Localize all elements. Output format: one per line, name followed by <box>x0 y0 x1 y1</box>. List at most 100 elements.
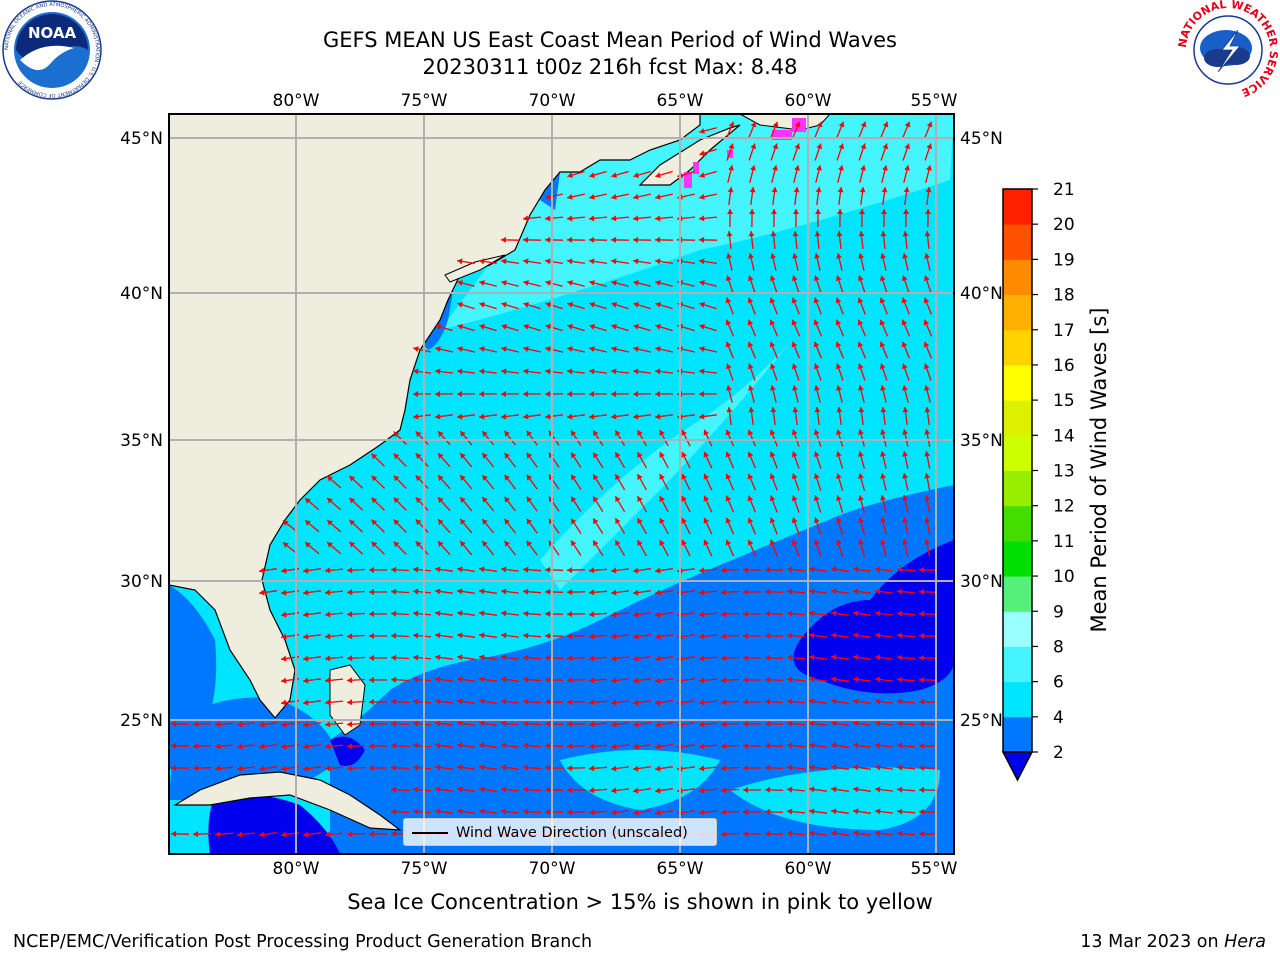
wave-direction-arrow <box>809 676 827 683</box>
lon-label: 70°W <box>529 859 576 879</box>
wave-direction-arrow <box>503 496 517 512</box>
wave-direction-arrow <box>681 473 691 491</box>
wave-direction-arrow <box>771 208 777 228</box>
wave-direction-arrow <box>501 808 519 815</box>
wave-direction-arrow <box>655 589 673 596</box>
wave-direction-arrow <box>792 407 799 425</box>
colorbar-segment <box>1003 470 1032 507</box>
wave-direction-arrow <box>879 363 888 381</box>
wave-direction-arrow <box>633 611 651 618</box>
wave-direction-arrow <box>214 831 234 838</box>
wave-direction-arrow <box>435 413 453 420</box>
colorbar-tick-label: 12 <box>1053 497 1075 517</box>
wave-direction-arrow <box>481 452 495 468</box>
wave-direction-arrow <box>720 765 740 772</box>
wave-direction-arrow <box>791 297 800 315</box>
wave-direction-arrow <box>901 297 910 315</box>
wave-direction-arrow <box>791 517 800 535</box>
wave-direction-arrow <box>304 497 320 511</box>
wave-direction-arrow <box>903 187 910 205</box>
wave-direction-arrow <box>880 407 887 425</box>
wind-wave-direction-arrows <box>170 121 938 838</box>
wave-direction-arrow <box>743 699 761 705</box>
wave-direction-arrow <box>743 765 761 771</box>
wave-direction-arrow <box>835 275 844 293</box>
wave-direction-arrow <box>720 655 740 662</box>
wave-direction-arrow <box>457 786 475 793</box>
colorbar-under-extension <box>1001 751 1034 782</box>
wave-direction-arrow <box>681 451 691 469</box>
wave-direction-arrow <box>880 495 887 513</box>
colorbar-title: Mean Period of Wind Waves [s] <box>1087 308 1111 633</box>
wave-direction-arrow <box>925 187 932 205</box>
colorbar-segment <box>1003 716 1032 753</box>
wave-direction-arrow <box>836 451 844 469</box>
wave-direction-arrow <box>809 566 827 573</box>
wave-direction-arrow <box>457 413 475 420</box>
wave-direction-arrow <box>544 676 564 683</box>
wave-direction-arrow <box>918 588 938 595</box>
wave-direction-arrow <box>170 720 190 727</box>
wave-direction-arrow <box>831 566 849 573</box>
wave-direction-arrow <box>853 720 871 727</box>
wave-direction-arrow <box>769 297 778 315</box>
wave-direction-arrow <box>523 302 541 310</box>
coastal-fringe <box>540 172 560 210</box>
wave-direction-arrow <box>523 346 541 353</box>
wave-direction-arrow <box>589 413 607 420</box>
wave-direction-arrow <box>415 540 429 556</box>
wave-direction-arrow <box>611 193 629 200</box>
noaa-logo: NOAA NATIONAL OCEANIC AND ATMOSPHERIC AD… <box>2 0 102 100</box>
wave-direction-arrow <box>526 452 538 468</box>
wave-direction-arrow <box>858 473 866 491</box>
wave-direction-arrow <box>814 231 821 249</box>
wave-direction-arrow <box>747 363 756 381</box>
wave-direction-arrow <box>633 787 651 794</box>
wave-direction-arrow <box>654 215 674 222</box>
wave-direction-arrow <box>589 368 607 375</box>
colorbar-tick-label: 8 <box>1053 637 1064 657</box>
wave-direction-arrow <box>522 654 542 661</box>
wave-direction-arrow <box>720 831 740 838</box>
lat-label: 35°N <box>960 431 1003 451</box>
wave-direction-arrow <box>786 632 806 639</box>
wave-direction-arrow <box>853 632 871 639</box>
wave-direction-arrow <box>813 363 822 381</box>
wave-direction-arrow <box>681 429 691 447</box>
wave-direction-arrow <box>390 808 410 815</box>
wave-direction-arrow <box>698 589 718 596</box>
wave-direction-arrow <box>859 187 866 205</box>
wave-direction-arrow <box>659 473 669 491</box>
colorbar-tick-label: 17 <box>1053 321 1075 341</box>
wave-direction-arrow <box>324 699 344 706</box>
wave-direction-arrow <box>610 236 630 243</box>
wave-direction-arrow <box>813 275 822 293</box>
wave-direction-arrow <box>459 518 473 534</box>
colorbar-segment <box>1003 540 1032 577</box>
wave-direction-arrow <box>743 589 761 595</box>
wave-direction-arrow <box>725 517 735 535</box>
wave-direction-arrow <box>566 567 586 574</box>
wave-direction-arrow <box>764 632 784 639</box>
sea-ice-patch <box>693 162 699 174</box>
wave-direction-arrow <box>769 121 779 139</box>
wave-direction-arrow <box>725 473 735 491</box>
wave-direction-arrow <box>614 539 626 557</box>
wave-direction-arrow <box>324 633 344 640</box>
wave-direction-arrow <box>654 391 674 397</box>
wave-direction-arrow <box>522 588 542 595</box>
colorbar-tick-label: 6 <box>1053 673 1064 693</box>
wave-direction-arrow <box>610 391 630 397</box>
wave-direction-arrow <box>457 566 475 573</box>
legend-label: Wind Wave Direction (unscaled) <box>456 825 688 841</box>
lon-label: 55°W <box>911 91 958 111</box>
wave-direction-arrow <box>813 319 823 337</box>
wave-direction-arrow <box>902 407 909 425</box>
wave-direction-arrow <box>435 610 453 617</box>
wave-direction-arrow <box>791 363 800 381</box>
wave-direction-arrow <box>501 720 519 727</box>
wave-direction-arrow <box>743 787 761 793</box>
wave-direction-arrow <box>412 742 432 749</box>
map-area <box>169 114 954 854</box>
wave-direction-arrow <box>771 165 778 183</box>
